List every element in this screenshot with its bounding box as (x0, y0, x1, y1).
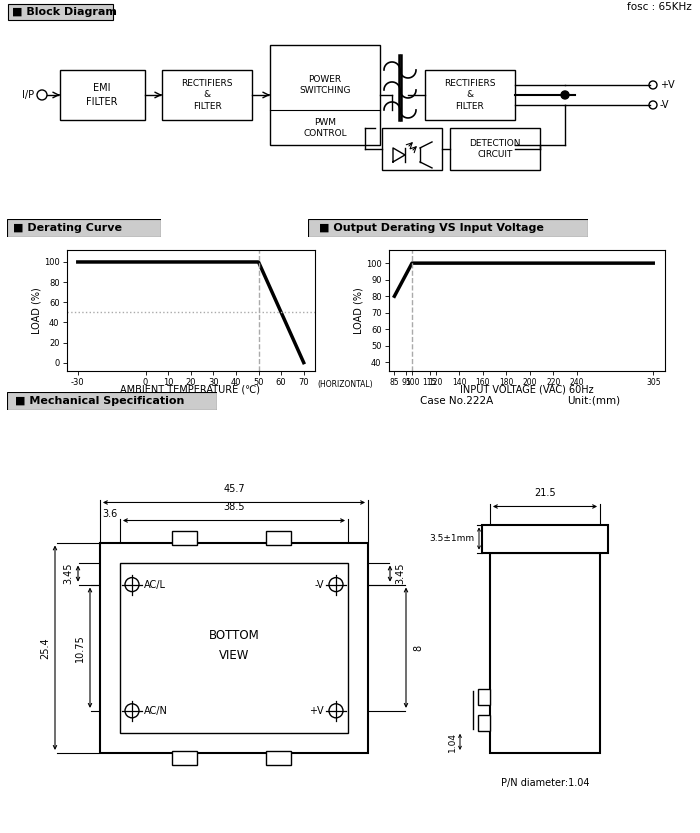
Text: -V: -V (660, 100, 669, 110)
Text: Unit:(mm): Unit:(mm) (567, 396, 620, 406)
Bar (266, 531, 291, 545)
Text: 10.75: 10.75 (75, 634, 85, 661)
Bar (490, 552, 600, 753)
Bar (120, 562, 348, 733)
Bar (478, 689, 490, 705)
Text: POWER
SWITCHING: POWER SWITCHING (300, 75, 351, 95)
Bar (172, 531, 197, 545)
Text: -V: -V (314, 580, 324, 590)
Text: 8: 8 (413, 645, 423, 651)
Bar (478, 715, 490, 731)
Bar (382, 128, 442, 170)
Text: I/P: I/P (22, 90, 34, 100)
Bar (450, 128, 540, 170)
Bar (482, 525, 608, 552)
Bar (266, 751, 291, 765)
Bar (425, 70, 515, 120)
Text: 3.45: 3.45 (395, 563, 405, 584)
Text: BOTTOM: BOTTOM (209, 629, 260, 642)
Text: AC/L: AC/L (144, 580, 166, 590)
Text: EMI
FILTER: EMI FILTER (86, 83, 118, 107)
Text: 3.5±1mm: 3.5±1mm (429, 534, 474, 543)
Text: ■ Derating Curve: ■ Derating Curve (13, 223, 122, 233)
Text: 3.6: 3.6 (102, 510, 118, 520)
Text: RECTIFIERS
&
FILTER: RECTIFIERS & FILTER (444, 78, 496, 112)
Circle shape (561, 91, 569, 99)
Bar (172, 751, 197, 765)
Text: +V: +V (309, 706, 324, 716)
Text: 21.5: 21.5 (534, 488, 556, 498)
Text: AMBIENT TEMPERATURE (℃): AMBIENT TEMPERATURE (℃) (120, 385, 260, 395)
Bar (60, 70, 145, 120)
Text: 1.04: 1.04 (447, 732, 456, 752)
Y-axis label: LOAD (%): LOAD (%) (31, 287, 41, 334)
Text: VIEW: VIEW (219, 649, 249, 662)
Text: DETECTION
CIRCUIT: DETECTION CIRCUIT (469, 138, 521, 159)
Text: fosc : 65KHz: fosc : 65KHz (627, 2, 692, 12)
Bar (270, 45, 380, 145)
Bar (8, 4, 113, 20)
Text: +V: +V (660, 80, 675, 90)
Text: INPUT VOLTAGE (VAC) 60Hz: INPUT VOLTAGE (VAC) 60Hz (460, 385, 593, 395)
Text: AC/N: AC/N (144, 706, 168, 716)
Text: PWM
CONTROL: PWM CONTROL (303, 117, 346, 138)
Bar (100, 542, 368, 753)
Text: RECTIFIERS
&
FILTER: RECTIFIERS & FILTER (181, 78, 232, 112)
Text: 25.4: 25.4 (40, 637, 50, 659)
Text: ■ Mechanical Specification: ■ Mechanical Specification (15, 396, 185, 406)
Bar (162, 70, 252, 120)
Text: P/N diameter:1.04: P/N diameter:1.04 (500, 778, 589, 788)
Text: ■ Output Derating VS Input Voltage: ■ Output Derating VS Input Voltage (319, 223, 544, 233)
Text: 38.5: 38.5 (223, 502, 245, 512)
Text: (HORIZONTAL): (HORIZONTAL) (318, 381, 373, 389)
Text: ■ Block Diagram: ■ Block Diagram (12, 7, 117, 17)
Text: 3.45: 3.45 (63, 563, 73, 584)
Text: Case No.222A: Case No.222A (420, 396, 494, 406)
Text: 45.7: 45.7 (223, 485, 245, 495)
Y-axis label: LOAD (%): LOAD (%) (353, 287, 363, 334)
